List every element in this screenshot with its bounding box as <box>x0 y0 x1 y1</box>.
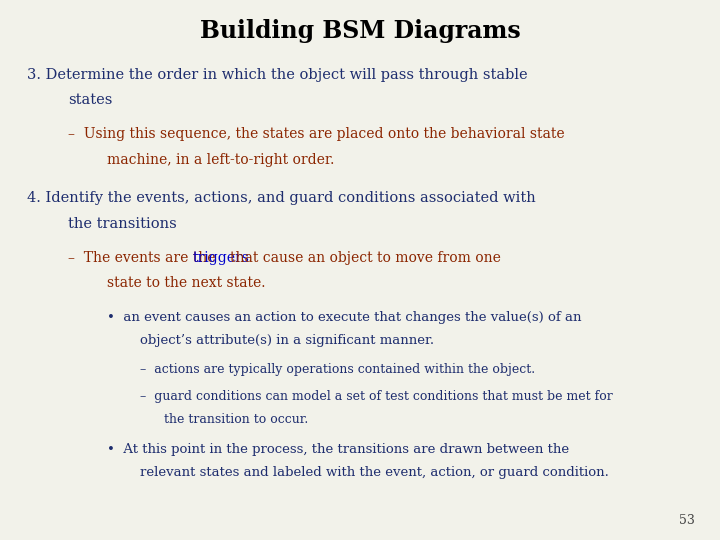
Text: –  The events are the: – The events are the <box>68 251 220 265</box>
Text: •  At this point in the process, the transitions are drawn between the: • At this point in the process, the tran… <box>107 443 569 456</box>
Text: –  Using this sequence, the states are placed onto the behavioral state: – Using this sequence, the states are pl… <box>68 127 565 141</box>
Text: 53: 53 <box>679 514 695 526</box>
Text: •  an event causes an action to execute that changes the value(s) of an: • an event causes an action to execute t… <box>107 310 581 323</box>
Text: –  actions are typically operations contained within the object.: – actions are typically operations conta… <box>140 363 536 376</box>
Text: Building BSM Diagrams: Building BSM Diagrams <box>199 19 521 43</box>
Text: –  guard conditions can model a set of test conditions that must be met for: – guard conditions can model a set of te… <box>140 390 613 403</box>
Text: that cause an object to move from one: that cause an object to move from one <box>230 251 500 265</box>
Text: triggers: triggers <box>192 251 249 265</box>
Text: states: states <box>68 93 113 107</box>
Text: the transition to occur.: the transition to occur. <box>164 413 308 426</box>
Text: 4. Identify the events, actions, and guard conditions associated with: 4. Identify the events, actions, and gua… <box>27 191 536 205</box>
Text: state to the next state.: state to the next state. <box>107 276 265 291</box>
Text: 3. Determine the order in which the object will pass through stable: 3. Determine the order in which the obje… <box>27 68 528 82</box>
Text: relevant states and labeled with the event, action, or guard condition.: relevant states and labeled with the eve… <box>140 466 609 479</box>
Text: object’s attribute(s) in a significant manner.: object’s attribute(s) in a significant m… <box>140 334 435 347</box>
Text: machine, in a left-to-right order.: machine, in a left-to-right order. <box>107 152 334 166</box>
Text: the transitions: the transitions <box>68 217 177 231</box>
